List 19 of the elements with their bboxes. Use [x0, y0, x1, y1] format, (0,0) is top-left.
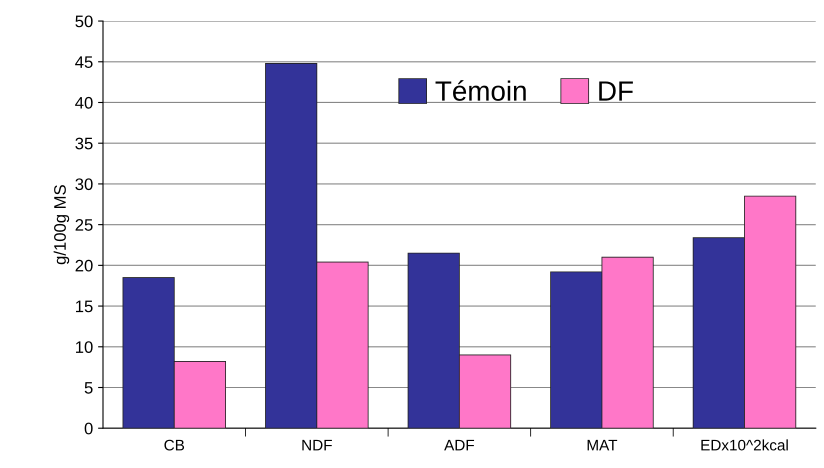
y-tick-label: 5 — [84, 382, 93, 394]
x-tick-label: EDx10^2kcal — [701, 439, 788, 451]
y-tick-label: 30 — [75, 178, 93, 190]
legend-label: Témoin — [436, 80, 526, 101]
y-tick-label: 20 — [76, 260, 93, 272]
y-tick-label: 45 — [75, 56, 93, 68]
y-tick-label: 15 — [76, 300, 93, 312]
x-tick-label: CB — [164, 440, 184, 451]
y-tick-label: 50 — [75, 15, 93, 28]
y-tick-label: 0 — [84, 422, 93, 434]
y-tick-label: 10 — [76, 341, 93, 353]
x-tick-label: MAT — [588, 440, 618, 450]
y-axis-title: g/100g MS — [54, 185, 70, 264]
legend-label: DF — [599, 81, 633, 101]
y-tick-label: 35 — [75, 138, 93, 150]
y-tick-label: 40 — [75, 96, 93, 109]
x-tick-label: NDF — [302, 440, 332, 450]
y-tick-label: 25 — [76, 219, 93, 231]
x-tick-label: ADF — [444, 440, 474, 450]
